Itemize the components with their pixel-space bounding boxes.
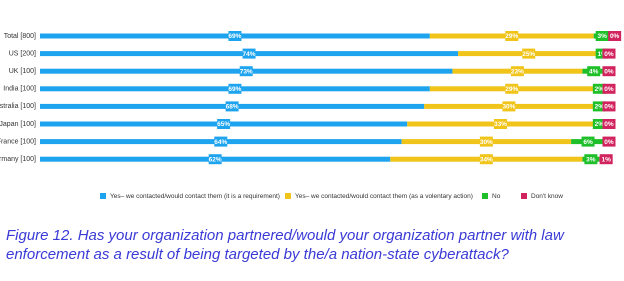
- value-label: 29%: [505, 33, 518, 40]
- legend-marker: [521, 193, 527, 199]
- value-label: 2%: [595, 86, 605, 93]
- value-label-box: [595, 31, 609, 41]
- value-label: 1%: [601, 156, 611, 163]
- value-label-box: [505, 31, 519, 41]
- value-label-box: [581, 136, 595, 147]
- value-label-box: [242, 48, 256, 59]
- y-tick-label: US [200]: [9, 50, 36, 57]
- value-label: 0%: [604, 68, 614, 75]
- value-label-box: [228, 83, 242, 94]
- y-tick-label: France [100]: [0, 138, 36, 145]
- value-label: 0%: [604, 104, 614, 111]
- value-label: 3%: [597, 33, 607, 40]
- y-tick-label: Australia [100]: [0, 103, 36, 110]
- value-label-box: [587, 66, 601, 77]
- value-label: 74%: [243, 51, 256, 58]
- legend-label: No: [492, 193, 501, 200]
- value-label-box: [214, 136, 228, 147]
- value-label-box: [592, 101, 606, 112]
- value-label-box: [595, 48, 609, 59]
- value-label: 4%: [589, 68, 599, 75]
- value-label: 3%: [586, 156, 596, 163]
- legend-marker: [100, 193, 106, 199]
- value-label-box: [602, 66, 616, 77]
- legend-label: Yes– we contacted/would contact them (it…: [110, 193, 280, 200]
- value-label-box: [493, 119, 507, 129]
- value-label-box: [502, 101, 516, 112]
- value-label-box: [584, 154, 598, 165]
- value-label: 0%: [604, 51, 614, 58]
- value-label: 69%: [228, 33, 241, 40]
- value-label-box: [239, 66, 253, 77]
- value-label: 33%: [494, 121, 507, 128]
- value-label-box: [592, 119, 606, 129]
- value-label: 34%: [480, 156, 493, 163]
- legend-label: Yes– we contacted/would contact them (as…: [295, 193, 473, 200]
- value-label: 2%: [595, 104, 605, 111]
- value-label-box: [522, 48, 536, 59]
- value-label-box: [599, 154, 613, 165]
- value-label-box: [208, 154, 222, 165]
- value-label-box: [228, 31, 242, 41]
- value-label: 69%: [228, 86, 241, 93]
- value-label: 68%: [226, 104, 239, 111]
- value-label: 30%: [502, 104, 515, 111]
- value-label-box: [602, 83, 616, 94]
- value-label: 65%: [217, 121, 230, 128]
- value-label: 0%: [604, 121, 614, 128]
- value-label: 0%: [610, 33, 620, 40]
- value-label-box: [592, 83, 606, 94]
- value-label-box: [479, 136, 493, 147]
- y-tick-label: Japan [100]: [0, 121, 36, 128]
- legend-marker: [285, 193, 291, 199]
- y-tick-label: UK [100]: [9, 68, 36, 75]
- value-label: 64%: [214, 139, 227, 146]
- value-label: 23%: [511, 68, 524, 75]
- value-label: 2%: [595, 121, 605, 128]
- value-label: 25%: [522, 51, 535, 58]
- value-label: 29%: [505, 86, 518, 93]
- value-label-box: [225, 101, 239, 112]
- value-label: 1%: [597, 51, 607, 58]
- value-label: 73%: [240, 68, 253, 75]
- legend-label: Don't know: [531, 193, 563, 200]
- caption: Figure 12. Has your organization partner…: [6, 227, 564, 263]
- value-label-box: [602, 136, 616, 147]
- value-label-box: [510, 66, 524, 77]
- value-label-box: [602, 119, 616, 129]
- value-label: 6%: [583, 139, 593, 146]
- value-label: 0%: [604, 139, 614, 146]
- value-label-box: [505, 83, 519, 94]
- value-label: 62%: [209, 156, 222, 163]
- y-tick-label: Germany [100]: [0, 156, 36, 163]
- value-label: 30%: [480, 139, 493, 146]
- legend-marker: [482, 193, 488, 199]
- value-label-box: [602, 48, 616, 59]
- value-label-box: [217, 119, 231, 129]
- value-label-box: [479, 154, 493, 165]
- value-label-box: [608, 31, 622, 41]
- y-tick-label: India [100]: [3, 86, 36, 93]
- chart: Total [800] 69% 29% 3% 0%US [200] 74% 25% 1%0%U…: [0, 31, 622, 200]
- y-tick-label: Total [800]: [4, 33, 36, 40]
- value-label: 0%: [604, 86, 614, 93]
- value-label-box: [602, 101, 616, 112]
